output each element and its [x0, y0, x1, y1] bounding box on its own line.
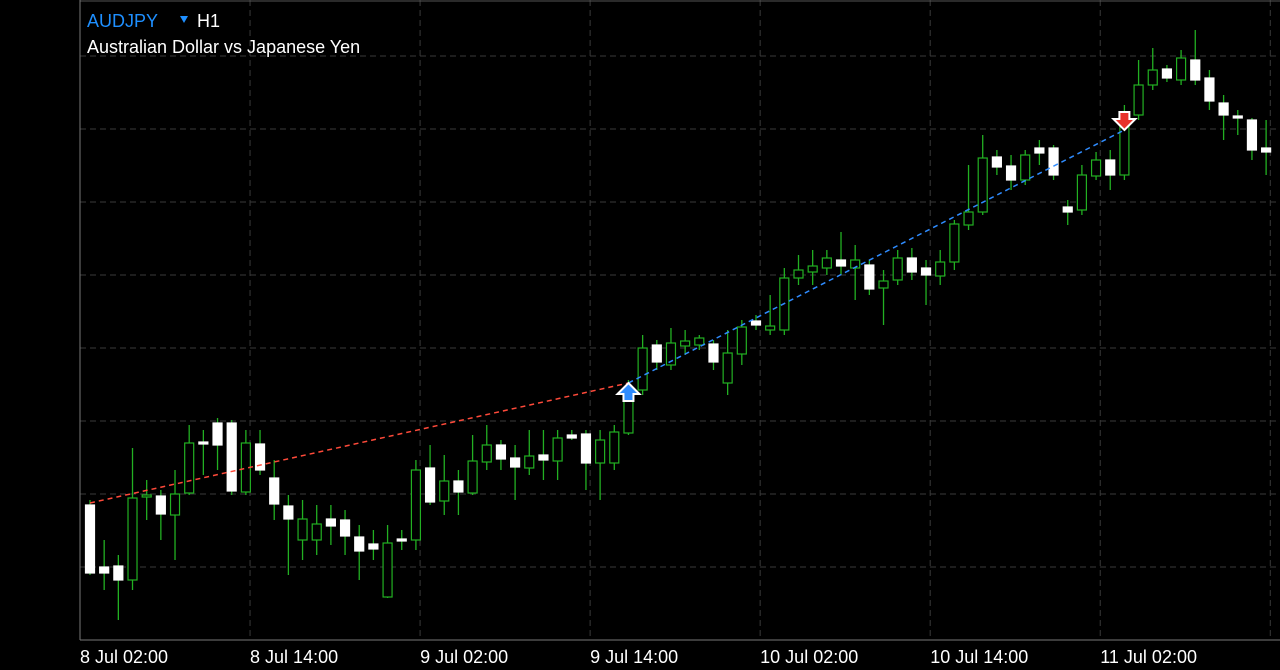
candle-body — [1076, 174, 1088, 211]
candle-body — [1246, 119, 1258, 151]
candle-body — [495, 444, 507, 460]
candle-body — [864, 264, 875, 290]
candle-body — [467, 460, 478, 494]
candle-body — [1232, 115, 1243, 119]
candle-body — [963, 211, 974, 226]
candle-body — [1175, 57, 1187, 81]
candle-body — [1005, 165, 1017, 181]
candle-body — [226, 422, 237, 492]
candle-body — [665, 342, 677, 366]
candle-body — [84, 504, 96, 574]
candle-body — [1147, 69, 1158, 86]
subtitle: Australian Dollar vs Japanese Yen — [87, 37, 360, 57]
x-tick-label: 8 Jul 02:00 — [80, 647, 168, 667]
candle-body — [765, 325, 776, 331]
candle-body — [736, 326, 747, 355]
candle-body — [552, 437, 563, 462]
candle-body — [566, 434, 577, 439]
candle-body — [595, 439, 606, 464]
candle-body — [1090, 159, 1102, 177]
candle-body — [1204, 77, 1215, 102]
candle-body — [396, 538, 407, 542]
candle-body — [325, 518, 336, 527]
candle-body — [935, 261, 946, 277]
timeframe[interactable]: H1 — [197, 11, 220, 31]
candle-body — [878, 280, 889, 289]
candle-body — [254, 443, 266, 471]
x-tick-label: 11 Jul 02:00 — [1100, 647, 1197, 667]
candle-body — [297, 518, 308, 541]
candle-body — [1062, 206, 1073, 213]
candle-body — [382, 542, 393, 598]
x-tick-label: 10 Jul 14:00 — [930, 647, 1028, 667]
candle-body — [368, 543, 379, 550]
candle-body — [750, 320, 762, 326]
trade-line — [628, 129, 1125, 384]
candle-body — [835, 259, 847, 267]
candle-body — [184, 442, 195, 494]
candle-body — [1261, 147, 1272, 153]
candle-body — [708, 343, 719, 363]
trade-line — [89, 382, 629, 504]
candle-body — [354, 536, 365, 552]
candle-body — [1105, 159, 1116, 176]
x-tick-label: 9 Jul 14:00 — [590, 647, 678, 667]
candle-body — [481, 444, 492, 463]
grid — [80, 0, 1280, 640]
candle-body — [538, 454, 549, 461]
candle-body — [524, 455, 535, 469]
candle-body — [793, 269, 804, 279]
candle-body — [637, 347, 648, 391]
candle-body — [1048, 147, 1059, 176]
candle-body — [439, 480, 450, 502]
candle-body — [694, 337, 705, 346]
candle-body — [127, 497, 138, 581]
candle-body — [609, 431, 620, 464]
candle-body — [1218, 102, 1229, 116]
candle-body — [906, 257, 917, 273]
candle-body — [141, 494, 152, 498]
candle-body — [680, 340, 691, 347]
candle-body — [580, 433, 592, 464]
symbol-dropdown[interactable] — [180, 16, 188, 23]
plot — [84, 30, 1272, 620]
candle-body — [1190, 59, 1201, 81]
buy-arrow — [615, 381, 642, 402]
candle-body — [424, 467, 436, 503]
candle-body — [169, 493, 181, 516]
candle-body — [99, 566, 110, 574]
candle-body — [651, 344, 662, 363]
candle-body — [269, 477, 280, 505]
candle-body — [510, 457, 521, 468]
candle-body — [283, 505, 294, 520]
x-tick-label: 10 Jul 02:00 — [760, 647, 858, 667]
candle-body — [212, 422, 223, 446]
candle-body — [410, 469, 422, 541]
candle-body — [920, 267, 932, 276]
x-tick-label: 8 Jul 14:00 — [250, 647, 338, 667]
candle-body — [339, 519, 351, 537]
candle-body — [311, 523, 322, 541]
candle-body — [807, 265, 818, 273]
candle-body — [453, 480, 464, 493]
sell-arrow — [1110, 111, 1138, 132]
candle-body — [198, 441, 209, 445]
candle-body — [155, 495, 166, 515]
candle-body — [892, 257, 903, 281]
candle-body — [1034, 147, 1045, 154]
x-tick-label: 9 Jul 02:00 — [420, 647, 508, 667]
candle-body — [977, 157, 988, 213]
candle-body — [722, 352, 733, 384]
candle-body — [991, 156, 1002, 168]
candle-body — [1020, 154, 1031, 181]
candle-body — [1133, 84, 1144, 116]
candle-body — [1161, 68, 1173, 79]
candle-body — [113, 565, 124, 581]
candle-body — [821, 257, 832, 269]
symbol[interactable]: AUDJPY — [87, 11, 158, 31]
candle-body — [949, 223, 960, 263]
